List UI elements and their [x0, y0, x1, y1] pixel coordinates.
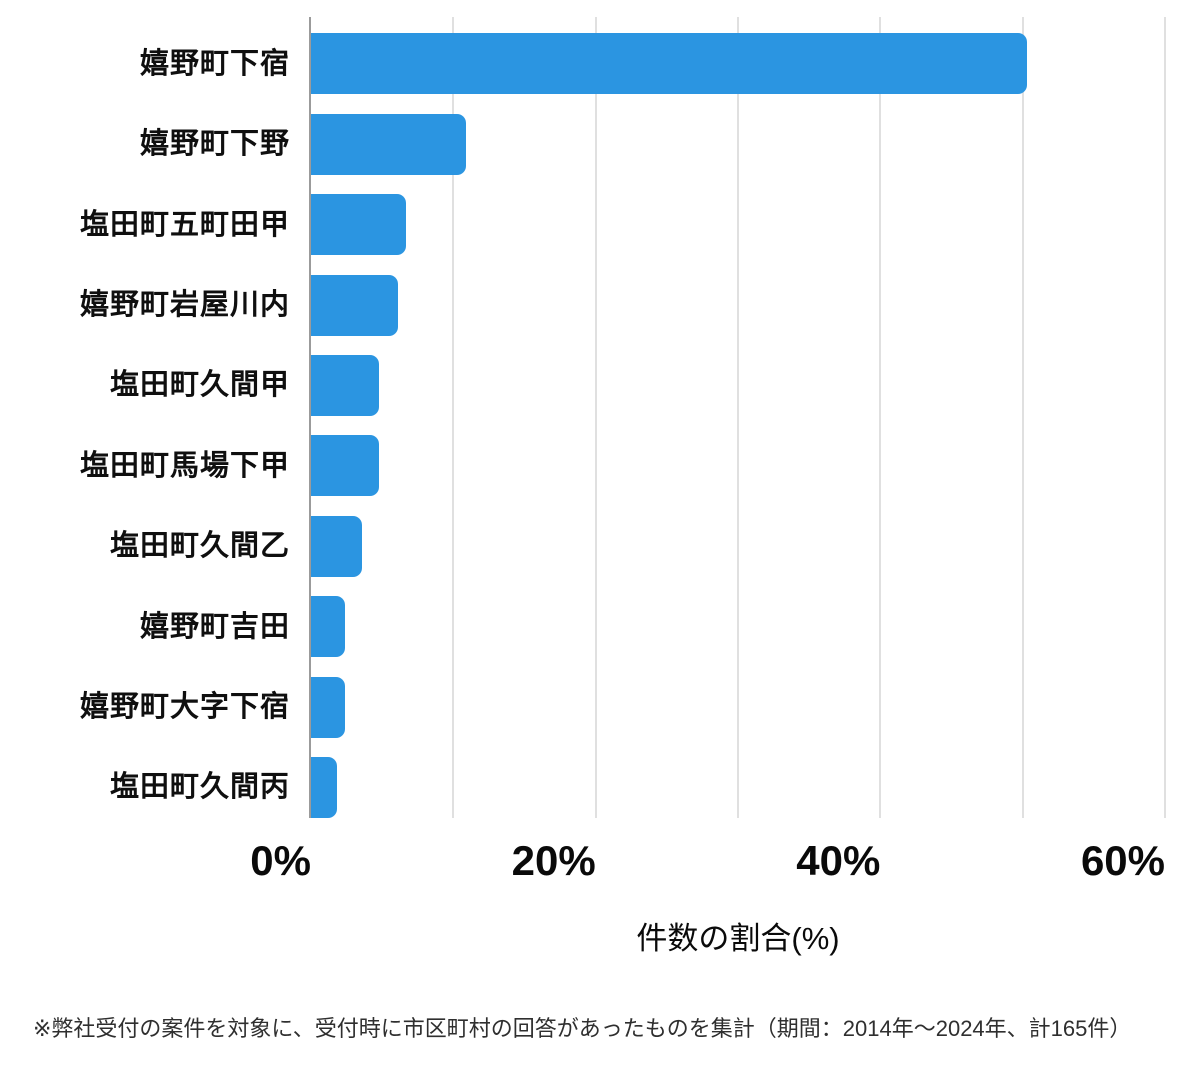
x-tick-label: 0%: [250, 837, 311, 884]
footnote: ※弊社受付の案件を対象に、受付時に市区町村の回答があったものを集計（期間：201…: [33, 1016, 1132, 1041]
gridline-10pct: [452, 17, 455, 818]
gridline-60pct: [1164, 17, 1166, 818]
bar: [311, 194, 407, 256]
category-label: 嬉野町岩屋川内: [79, 289, 290, 321]
gridline-20pct: [594, 17, 597, 818]
category-label: 塩田町久間丙: [109, 771, 290, 804]
bar: [311, 435, 380, 497]
x-tick-label: 20%: [511, 837, 596, 884]
x-tick-label: 60%: [1080, 837, 1165, 884]
category-label: 塩田町久間甲: [109, 369, 290, 402]
bar: [311, 354, 380, 416]
y-axis-line: [309, 17, 311, 818]
gridline-50pct: [1021, 17, 1024, 818]
bar: [311, 515, 363, 577]
category-label: 塩田町五町田甲: [79, 208, 290, 241]
category-label: 塩田町久間乙: [109, 530, 290, 563]
gridline-40pct: [879, 17, 882, 818]
category-label: 嬉野町吉田: [139, 610, 290, 643]
bar: [311, 756, 337, 818]
category-label: 嬉野町大字下宿: [79, 691, 290, 723]
bar: [311, 113, 467, 175]
bar: [311, 33, 1027, 95]
x-axis-label: 件数の割合(%): [636, 921, 840, 956]
plot-area: [311, 17, 1166, 818]
bar: [311, 676, 346, 738]
category-label: 塩田町馬場下甲: [79, 449, 290, 482]
x-tick-label: 40%: [796, 837, 881, 884]
bar: [311, 596, 346, 658]
category-label: 嬉野町下野: [139, 128, 290, 161]
bar: [311, 274, 398, 336]
category-label: 嬉野町下宿: [139, 47, 290, 80]
gridline-30pct: [737, 17, 739, 818]
